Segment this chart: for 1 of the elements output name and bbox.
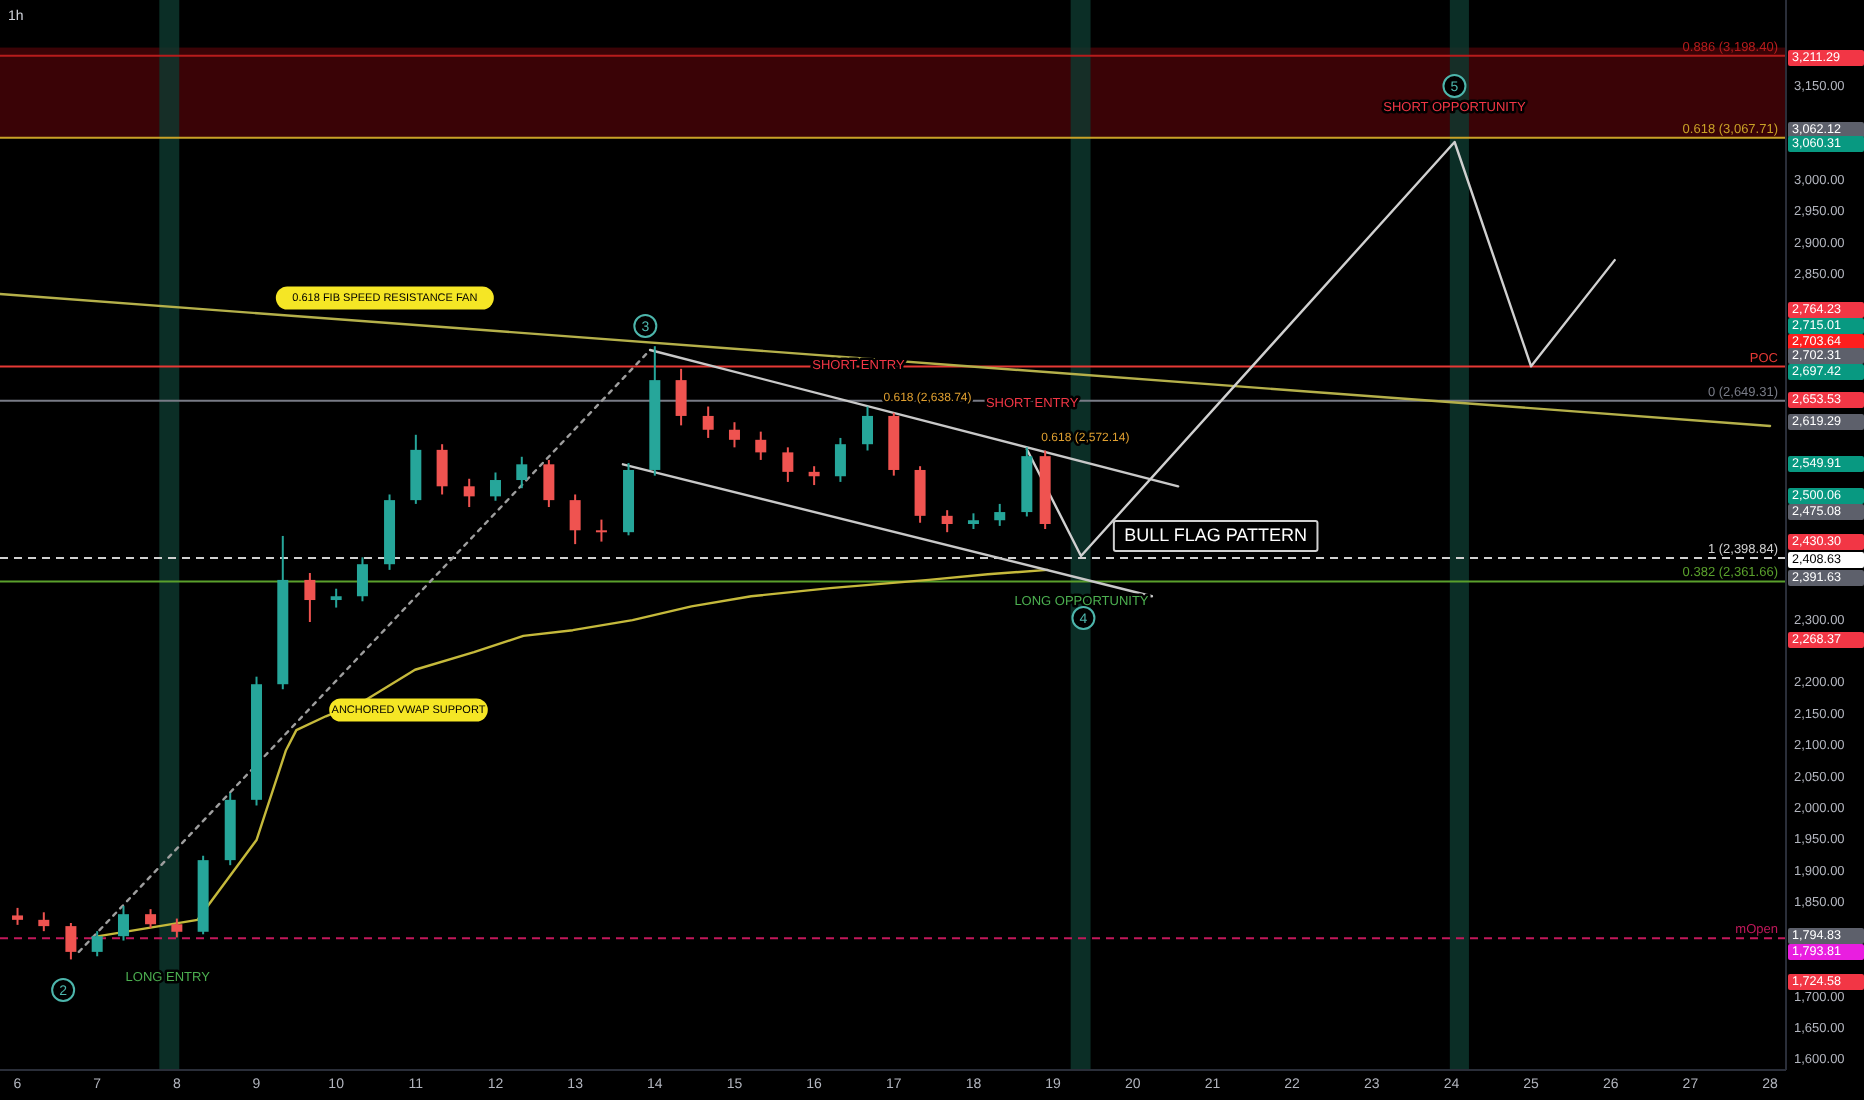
- annotation: BULL FLAG PATTERN: [1124, 524, 1308, 545]
